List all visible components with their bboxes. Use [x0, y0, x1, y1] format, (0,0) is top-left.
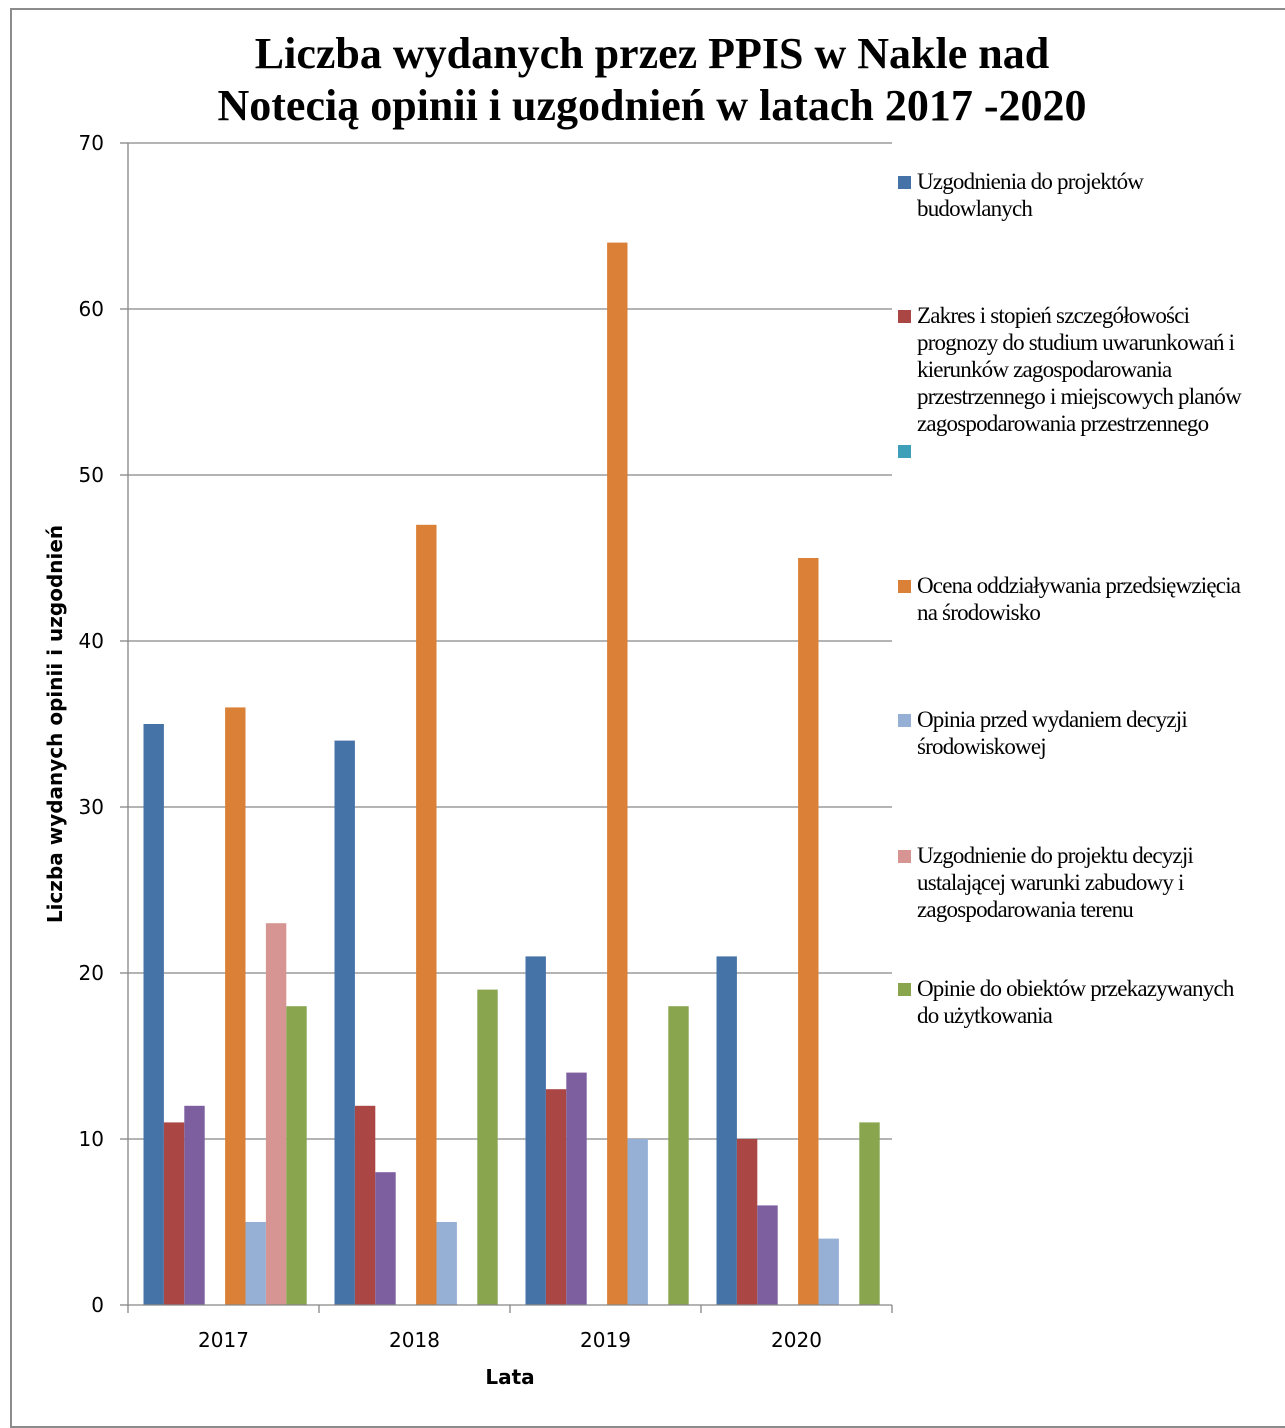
legend-label: Ocena oddziaływania przedsięwzięcia na ś… [917, 573, 1241, 625]
y-axis-title: Liczba wydanych opinii i uzgodnień [43, 525, 67, 923]
bar-series-6-2020 [818, 1238, 839, 1305]
y-tick-label: 60 [79, 297, 104, 321]
bar-series-1-2018 [334, 740, 355, 1305]
legend-item: Zakres i stopień szczegółowości prognozy… [898, 302, 1285, 437]
legend-label: Opinia przed wydaniem decyzji środowisko… [917, 707, 1188, 759]
bar-series-8-2018 [477, 989, 498, 1305]
bar-series-1-2017 [143, 724, 164, 1305]
legend-item: Opinie do obiektów przekazywanych do uży… [898, 975, 1285, 1029]
bar-series-2-2019 [545, 1089, 567, 1305]
bar-series-5-2018 [416, 524, 437, 1305]
bar-series-5-2020 [798, 558, 819, 1305]
legend-label: Zakres i stopień szczegółowości prognozy… [917, 303, 1242, 436]
legend-item [898, 437, 1285, 458]
y-tick-label: 50 [79, 463, 104, 487]
chart-title: Liczba wydanych przez PPIS w Nakle nad N… [120, 28, 1184, 132]
legend-swatch [898, 580, 911, 593]
bar-series-3-2018 [375, 1172, 396, 1305]
y-tick-label: 40 [79, 629, 104, 653]
bar-series-1-2020 [716, 956, 737, 1305]
y-tick-label: 70 [79, 131, 104, 155]
bar-series-8-2017 [286, 1006, 307, 1305]
x-axis-title: Lata [485, 1365, 534, 1389]
bar-series-2-2017 [163, 1122, 185, 1305]
bar-series-3-2020 [757, 1205, 778, 1305]
bar-series-7-2017 [265, 923, 287, 1305]
y-tick-labels: 0 10 20 30 40 50 60 70 [79, 131, 104, 1317]
x-tick-label: 2019 [580, 1328, 631, 1352]
x-tick-labels: 2017 2018 2019 2020 [198, 1328, 822, 1352]
bar-series-6-2018 [436, 1222, 457, 1305]
legend-swatch [898, 445, 911, 458]
y-tick-label: 20 [79, 961, 104, 985]
y-tick-label: 30 [79, 795, 104, 819]
legend-item: Opinia przed wydaniem decyzji środowisko… [898, 706, 1285, 760]
bar-series-5-2017 [225, 707, 246, 1305]
bar-series-8-2019 [668, 1006, 689, 1305]
legend-label: Uzgodnienie do projektu decyzji ustalają… [917, 843, 1194, 922]
bar-series-2-2020 [736, 1139, 758, 1305]
y-tick-label: 10 [79, 1127, 104, 1151]
legend-item: Ocena oddziaływania przedsięwzięcia na ś… [898, 572, 1285, 626]
bar-series-5-2019 [607, 242, 628, 1306]
chart-title-line-2: Notecią opinii i uzgodnień w latach 2017… [217, 81, 1087, 130]
bars [143, 242, 880, 1306]
legend-swatch [898, 176, 911, 189]
legend-swatch [898, 850, 911, 863]
gridlines [128, 142, 892, 1140]
chart-title-line-1: Liczba wydanych przez PPIS w Nakle nad [254, 29, 1050, 78]
legend-swatch [898, 714, 911, 727]
bar-series-8-2020 [859, 1122, 880, 1305]
y-tick-label: 0 [91, 1293, 104, 1317]
legend-item: Uzgodnienie do projektu decyzji ustalają… [898, 842, 1285, 923]
bar-series-3-2019 [566, 1072, 587, 1305]
bar-series-6-2017 [245, 1222, 266, 1305]
bar-series-2-2018 [354, 1105, 376, 1305]
bar-series-6-2019 [627, 1139, 648, 1305]
legend-item: Uzgodnienia do projektów budowlanych [898, 168, 1285, 222]
legend-label: Opinie do obiektów przekazywanych do uży… [917, 976, 1234, 1028]
x-tick-label: 2017 [198, 1328, 249, 1352]
legend-swatch [898, 983, 911, 996]
bar-series-1-2019 [525, 956, 546, 1305]
legend-swatch [898, 310, 911, 323]
legend-label: Uzgodnienia do projektów budowlanych [917, 169, 1144, 221]
bar-series-3-2017 [184, 1105, 205, 1305]
axes [120, 142, 893, 1313]
x-tick-label: 2018 [389, 1328, 440, 1352]
x-tick-label: 2020 [771, 1328, 822, 1352]
